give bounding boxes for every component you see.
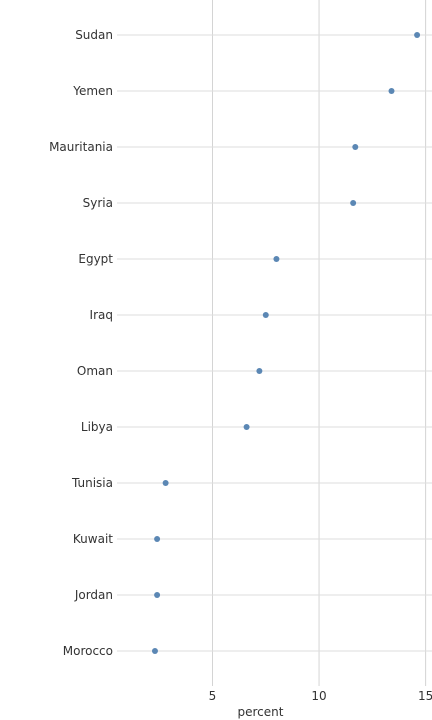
data-points [151,32,421,654]
data-point [352,144,359,150]
category-label: Mauritania [49,140,113,154]
category-label: Morocco [63,644,113,658]
category-label: Kuwait [73,532,113,546]
x-axis-title: percent [238,705,284,719]
x-tick-label: 5 [209,689,217,703]
category-label: Syria [83,196,113,210]
data-point [243,424,250,430]
data-point [350,200,357,206]
category-label: Yemen [72,84,113,98]
x-tick-label: 15 [418,689,432,703]
vertical-gridlines [212,0,427,686]
horizontal-gridlines [117,34,432,652]
data-point [162,480,169,486]
data-point [256,368,263,374]
data-point [154,536,161,542]
data-point [388,88,395,94]
x-tick-label: 10 [311,689,326,703]
data-point [154,592,161,598]
category-label: Jordan [74,588,113,602]
category-label: Libya [81,420,113,434]
x-tick-labels: 5 10 15 [209,689,432,703]
category-label: Oman [77,364,113,378]
data-point [414,32,421,38]
data-point [273,256,280,262]
data-point [151,648,158,654]
category-label: Egypt [78,252,113,266]
category-label: Sudan [75,28,113,42]
category-labels: Sudan Yemen Mauritania Syria Egypt Iraq Oman Li… [49,28,113,658]
category-label: Iraq [90,308,113,322]
category-label: Tunisia [71,476,113,490]
data-point [262,312,269,318]
